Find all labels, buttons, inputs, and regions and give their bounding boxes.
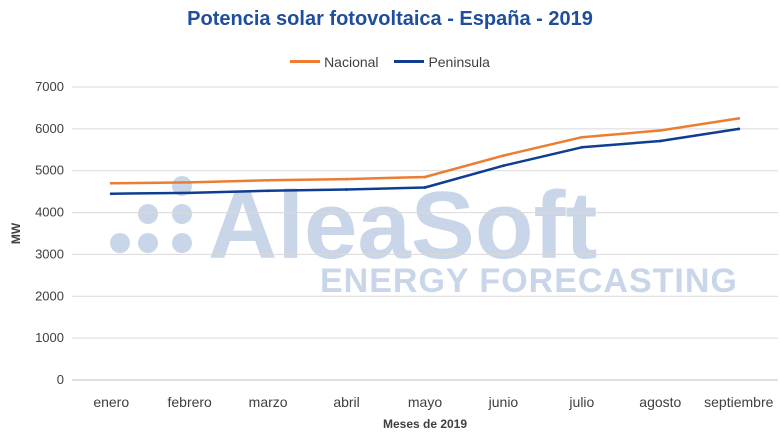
- data-point: [109, 192, 113, 196]
- data-point: [188, 181, 192, 184]
- legend-item-nacional: Nacional: [290, 53, 379, 70]
- y-tick-label: 5000: [35, 163, 64, 178]
- y-tick-label: 7000: [35, 79, 64, 94]
- legend-label-peninsula: Peninsula: [428, 53, 490, 70]
- watermark-tagline: ENERGY FORECASTING: [320, 262, 738, 300]
- x-tick-label: julio: [568, 394, 594, 410]
- x-tick-label: marzo: [249, 394, 288, 410]
- data-point: [266, 178, 270, 182]
- legend: Nacional Peninsula: [0, 50, 780, 70]
- series-lines: [109, 116, 741, 196]
- y-tick-label: 4000: [35, 205, 64, 220]
- x-tick-label: abril: [333, 394, 359, 410]
- x-axis-title: Meses de 2019: [383, 417, 467, 431]
- legend-label-nacional: Nacional: [324, 53, 379, 70]
- data-point: [423, 186, 427, 189]
- x-tick-label: mayo: [408, 394, 442, 410]
- x-tick-label: enero: [93, 394, 129, 410]
- watermark: AleaSoft ENERGY FORECASTING: [110, 172, 738, 300]
- data-point: [737, 127, 741, 131]
- watermark-logo-dots: [110, 176, 192, 253]
- y-axis: 0 1000 2000 3000 4000 5000 6000 7000: [35, 79, 64, 387]
- x-axis: enero febrero marzo abril mayo junio julio agos…: [93, 394, 773, 410]
- x-tick-label: junio: [488, 394, 519, 410]
- chart-title: Potencia solar fotovoltaica - España - 2…: [187, 8, 593, 30]
- data-point: [580, 135, 584, 139]
- data-point: [423, 175, 427, 179]
- data-point: [109, 181, 113, 185]
- data-point: [580, 145, 584, 149]
- x-tick-label: septiembre: [704, 394, 773, 410]
- data-point: [737, 116, 741, 120]
- data-point: [188, 191, 192, 195]
- y-tick-label: 6000: [35, 121, 64, 136]
- y-tick-label: 0: [57, 372, 64, 387]
- legend-item-peninsula: Peninsula: [394, 54, 490, 70]
- y-tick-label: 3000: [35, 246, 64, 261]
- legend-swatch-nacional: [290, 60, 321, 63]
- data-point: [658, 139, 662, 143]
- data-point: [502, 154, 505, 158]
- data-point: [266, 189, 270, 193]
- data-point: [345, 188, 348, 191]
- data-point: [502, 164, 505, 168]
- y-tick-label: 1000: [35, 330, 64, 345]
- y-axis-title: MW: [9, 222, 23, 244]
- data-point: [345, 177, 348, 181]
- gridlines: [72, 86, 778, 381]
- x-tick-label: agosto: [639, 394, 681, 410]
- data-point: [658, 129, 662, 132]
- legend-swatch-peninsula: [394, 60, 425, 63]
- x-tick-label: febrero: [167, 394, 212, 410]
- y-tick-label: 2000: [35, 288, 64, 303]
